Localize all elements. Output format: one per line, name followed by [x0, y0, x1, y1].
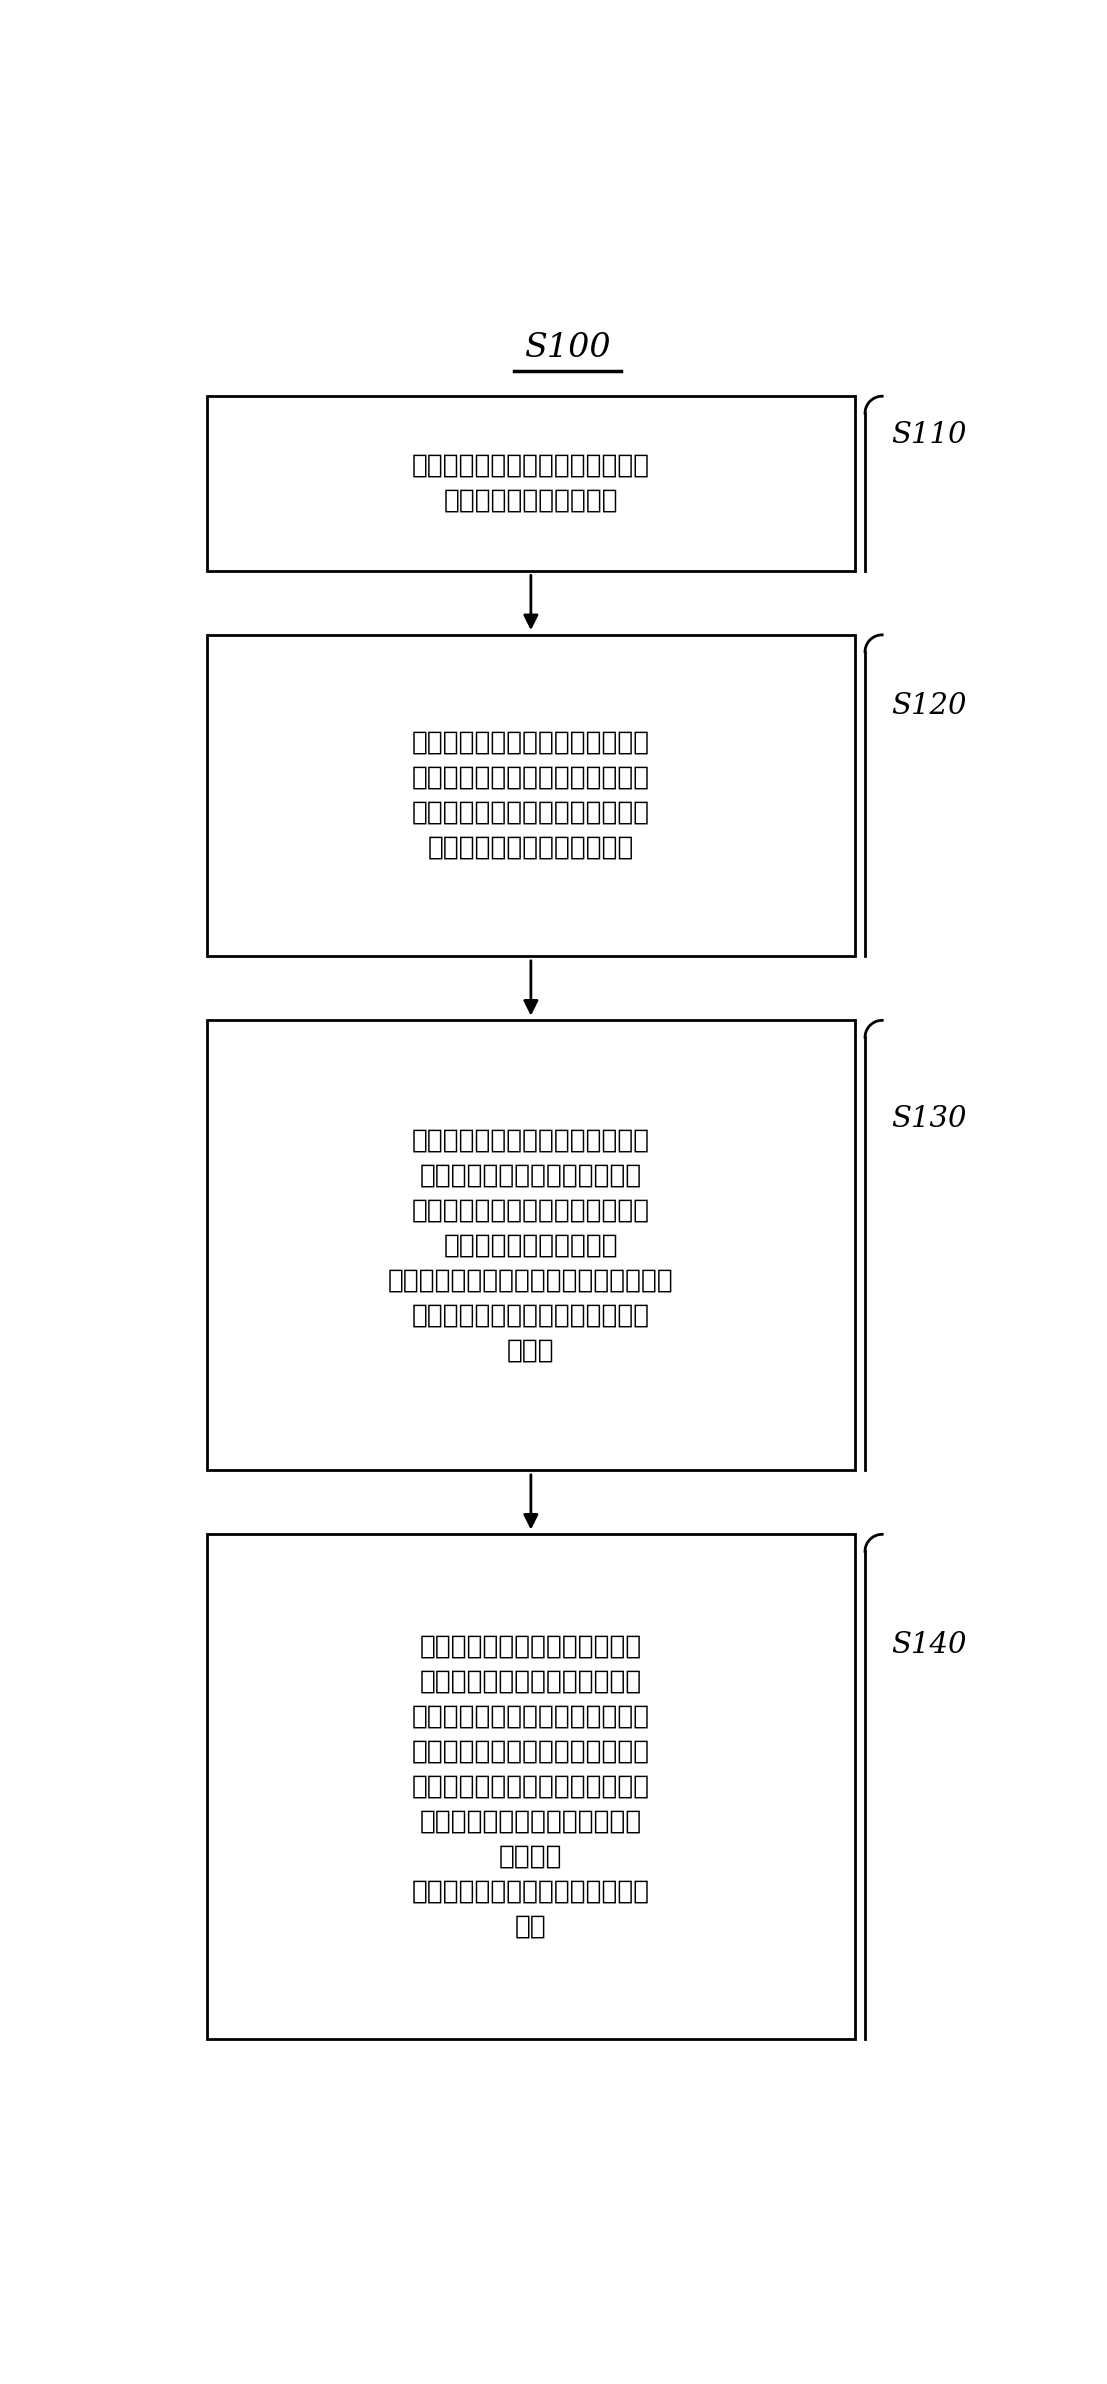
Text: S130: S130: [891, 1106, 968, 1132]
Bar: [207, 634, 855, 956]
Text: 根据各不同姿态下的加速度计的
标定值和对应的陀螺仪的原始值
以及预设的陀螺仪参数标定模型，
对所述陀螺仪进行参数标定，以获
得标定后的各不同姿态下的陀螺仪
的标: 根据各不同姿态下的加速度计的 标定值和对应的陀螺仪的原始值 以及预设的陀螺仪参数…: [412, 1633, 650, 1941]
Text: S110: S110: [891, 420, 968, 448]
Text: 根据预先设定的加速度计参数标定
模型，对所述加速度计的静态值
进行参数标定，以获得标定后的各
不同姿态下的加速度计的
标定值；其中，所述加速度计的标定参数
包括: 根据预先设定的加速度计参数标定 模型，对所述加速度计的静态值 进行参数标定，以获…: [387, 1128, 674, 1364]
Text: 分别获取不同姿态下陀螺仪的原始
值以及加速度计的原始值: 分别获取不同姿态下陀螺仪的原始 值以及加速度计的原始值: [412, 453, 650, 515]
Bar: [207, 1535, 855, 2038]
Bar: [207, 1020, 855, 1471]
Bar: [207, 396, 855, 570]
Text: S140: S140: [891, 1631, 968, 1659]
Text: S120: S120: [891, 691, 968, 720]
Text: S100: S100: [524, 331, 611, 365]
Text: 分别根据在各不同姿态下的陀螺仪
的原始值，以及静态判定，将各陀
螺仪的原始值和各加速度计的原始
值分别划分为静态值和动态值: 分别根据在各不同姿态下的陀螺仪 的原始值，以及静态判定，将各陀 螺仪的原始值和各…: [412, 730, 650, 861]
